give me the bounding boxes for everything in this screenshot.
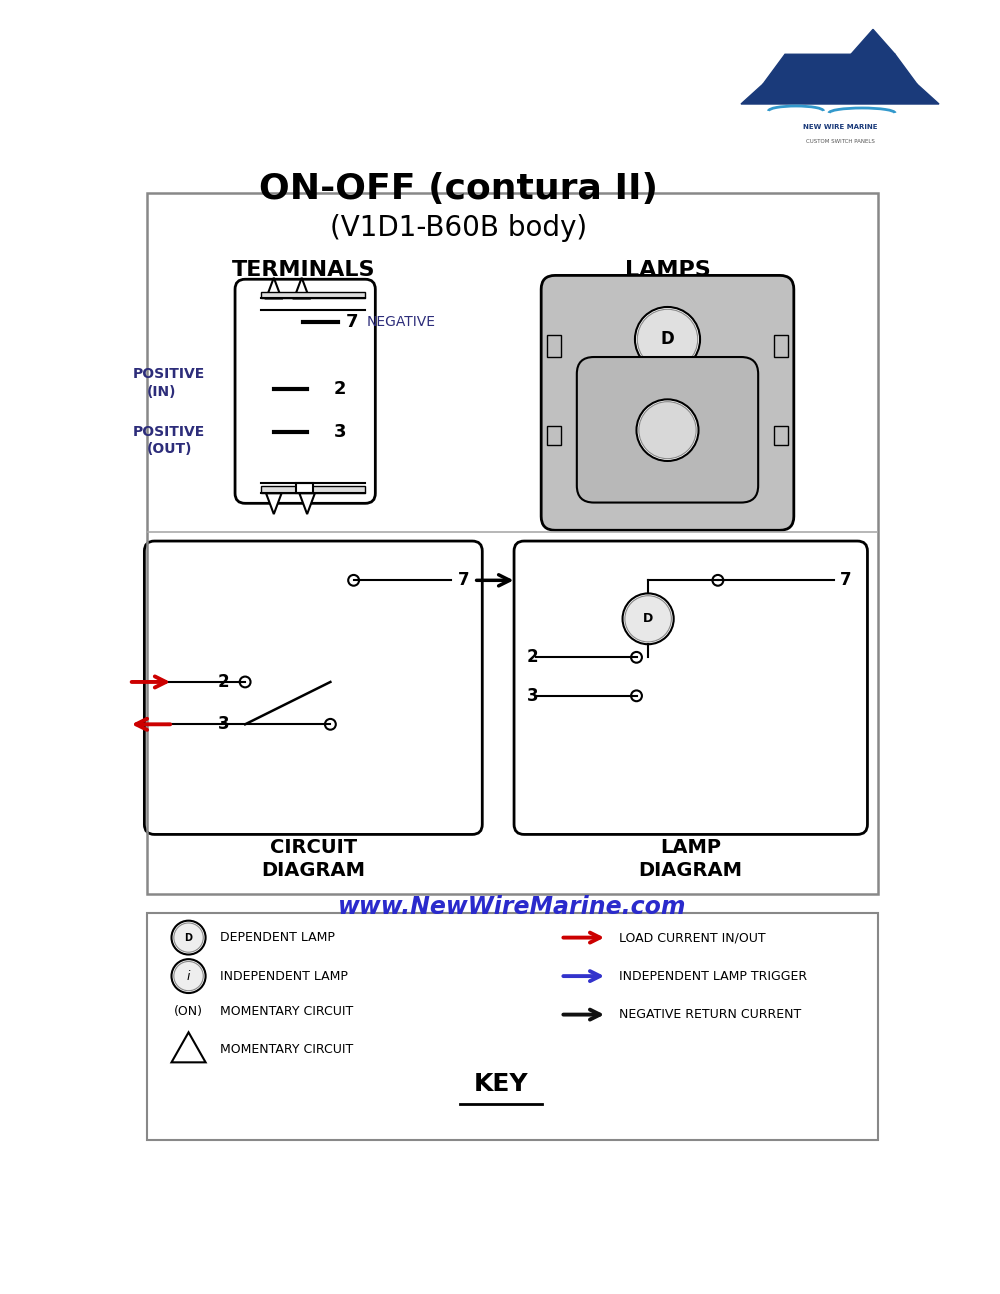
Text: 7: 7	[346, 313, 358, 330]
Text: POSITIVE: POSITIVE	[133, 424, 205, 439]
Polygon shape	[741, 84, 939, 104]
Text: D: D	[661, 330, 674, 348]
Polygon shape	[172, 1033, 206, 1062]
Circle shape	[712, 575, 723, 586]
Text: POSITIVE: POSITIVE	[133, 367, 205, 380]
Polygon shape	[266, 278, 282, 299]
Circle shape	[325, 719, 336, 730]
Bar	[147, 914, 878, 1140]
Circle shape	[637, 400, 698, 461]
Text: LAMPS: LAMPS	[625, 260, 710, 280]
Text: CUSTOM SWITCH PANELS: CUSTOM SWITCH PANELS	[806, 138, 874, 144]
Text: 3: 3	[526, 687, 538, 705]
Circle shape	[625, 595, 671, 642]
Text: 2: 2	[526, 648, 538, 666]
Text: (OUT): (OUT)	[147, 443, 192, 457]
Text: CIRCUIT: CIRCUIT	[270, 839, 357, 857]
Text: 2: 2	[218, 673, 230, 691]
Text: 7: 7	[840, 572, 851, 589]
Circle shape	[631, 652, 642, 663]
FancyBboxPatch shape	[541, 276, 794, 531]
Circle shape	[174, 923, 203, 952]
Text: (ON): (ON)	[174, 1005, 203, 1018]
Text: NEGATIVE RETURN CURRENT: NEGATIVE RETURN CURRENT	[619, 1008, 802, 1021]
Bar	[774, 426, 788, 445]
Circle shape	[635, 307, 700, 371]
Polygon shape	[851, 30, 895, 54]
Text: INDEPENDENT LAMP: INDEPENDENT LAMP	[220, 969, 347, 982]
Circle shape	[631, 691, 642, 701]
Text: NEW WIRE MARINE: NEW WIRE MARINE	[803, 124, 877, 129]
Text: www.NewWireMarine.com: www.NewWireMarine.com	[338, 894, 687, 919]
FancyBboxPatch shape	[235, 280, 375, 503]
Bar	[547, 426, 561, 445]
Text: 7: 7	[458, 572, 470, 589]
Circle shape	[639, 401, 696, 458]
Bar	[296, 483, 313, 493]
Text: (V1D1-B60B body): (V1D1-B60B body)	[330, 214, 587, 242]
Bar	[261, 487, 365, 493]
Polygon shape	[763, 54, 917, 84]
Bar	[774, 335, 788, 357]
Text: LAMP: LAMP	[660, 839, 721, 857]
Polygon shape	[266, 493, 282, 514]
Text: INDEPENDENT LAMP TRIGGER: INDEPENDENT LAMP TRIGGER	[619, 969, 808, 982]
Bar	[147, 193, 878, 894]
Text: ON-OFF (contura II): ON-OFF (contura II)	[259, 172, 658, 206]
Circle shape	[172, 920, 206, 955]
FancyBboxPatch shape	[577, 357, 758, 502]
Text: D: D	[643, 612, 653, 625]
Text: KEY: KEY	[474, 1071, 528, 1096]
Bar	[547, 335, 561, 357]
Text: D: D	[185, 933, 193, 942]
Text: LOAD CURRENT IN/OUT: LOAD CURRENT IN/OUT	[619, 932, 766, 945]
Text: TERMINALS: TERMINALS	[232, 260, 375, 280]
Circle shape	[174, 961, 203, 991]
Text: MOMENTARY CIRCUIT: MOMENTARY CIRCUIT	[220, 1043, 353, 1056]
Circle shape	[172, 959, 206, 992]
Text: NEGATIVE: NEGATIVE	[367, 314, 436, 329]
FancyBboxPatch shape	[144, 541, 482, 835]
Circle shape	[623, 594, 674, 644]
Text: 2: 2	[333, 380, 346, 399]
Text: MOMENTARY CIRCUIT: MOMENTARY CIRCUIT	[220, 1005, 353, 1018]
Text: DEPENDENT LAMP: DEPENDENT LAMP	[220, 932, 334, 945]
Text: 3: 3	[218, 716, 230, 734]
Text: (IN): (IN)	[147, 384, 176, 399]
Circle shape	[240, 677, 251, 687]
Text: 3: 3	[333, 423, 346, 441]
Text: i: i	[187, 969, 190, 982]
Bar	[261, 291, 365, 299]
Polygon shape	[294, 278, 309, 299]
Circle shape	[637, 309, 698, 369]
Text: DIAGRAM: DIAGRAM	[639, 861, 743, 880]
FancyBboxPatch shape	[514, 541, 867, 835]
Text: DIAGRAM: DIAGRAM	[261, 861, 365, 880]
Circle shape	[348, 575, 359, 586]
Polygon shape	[299, 493, 315, 514]
